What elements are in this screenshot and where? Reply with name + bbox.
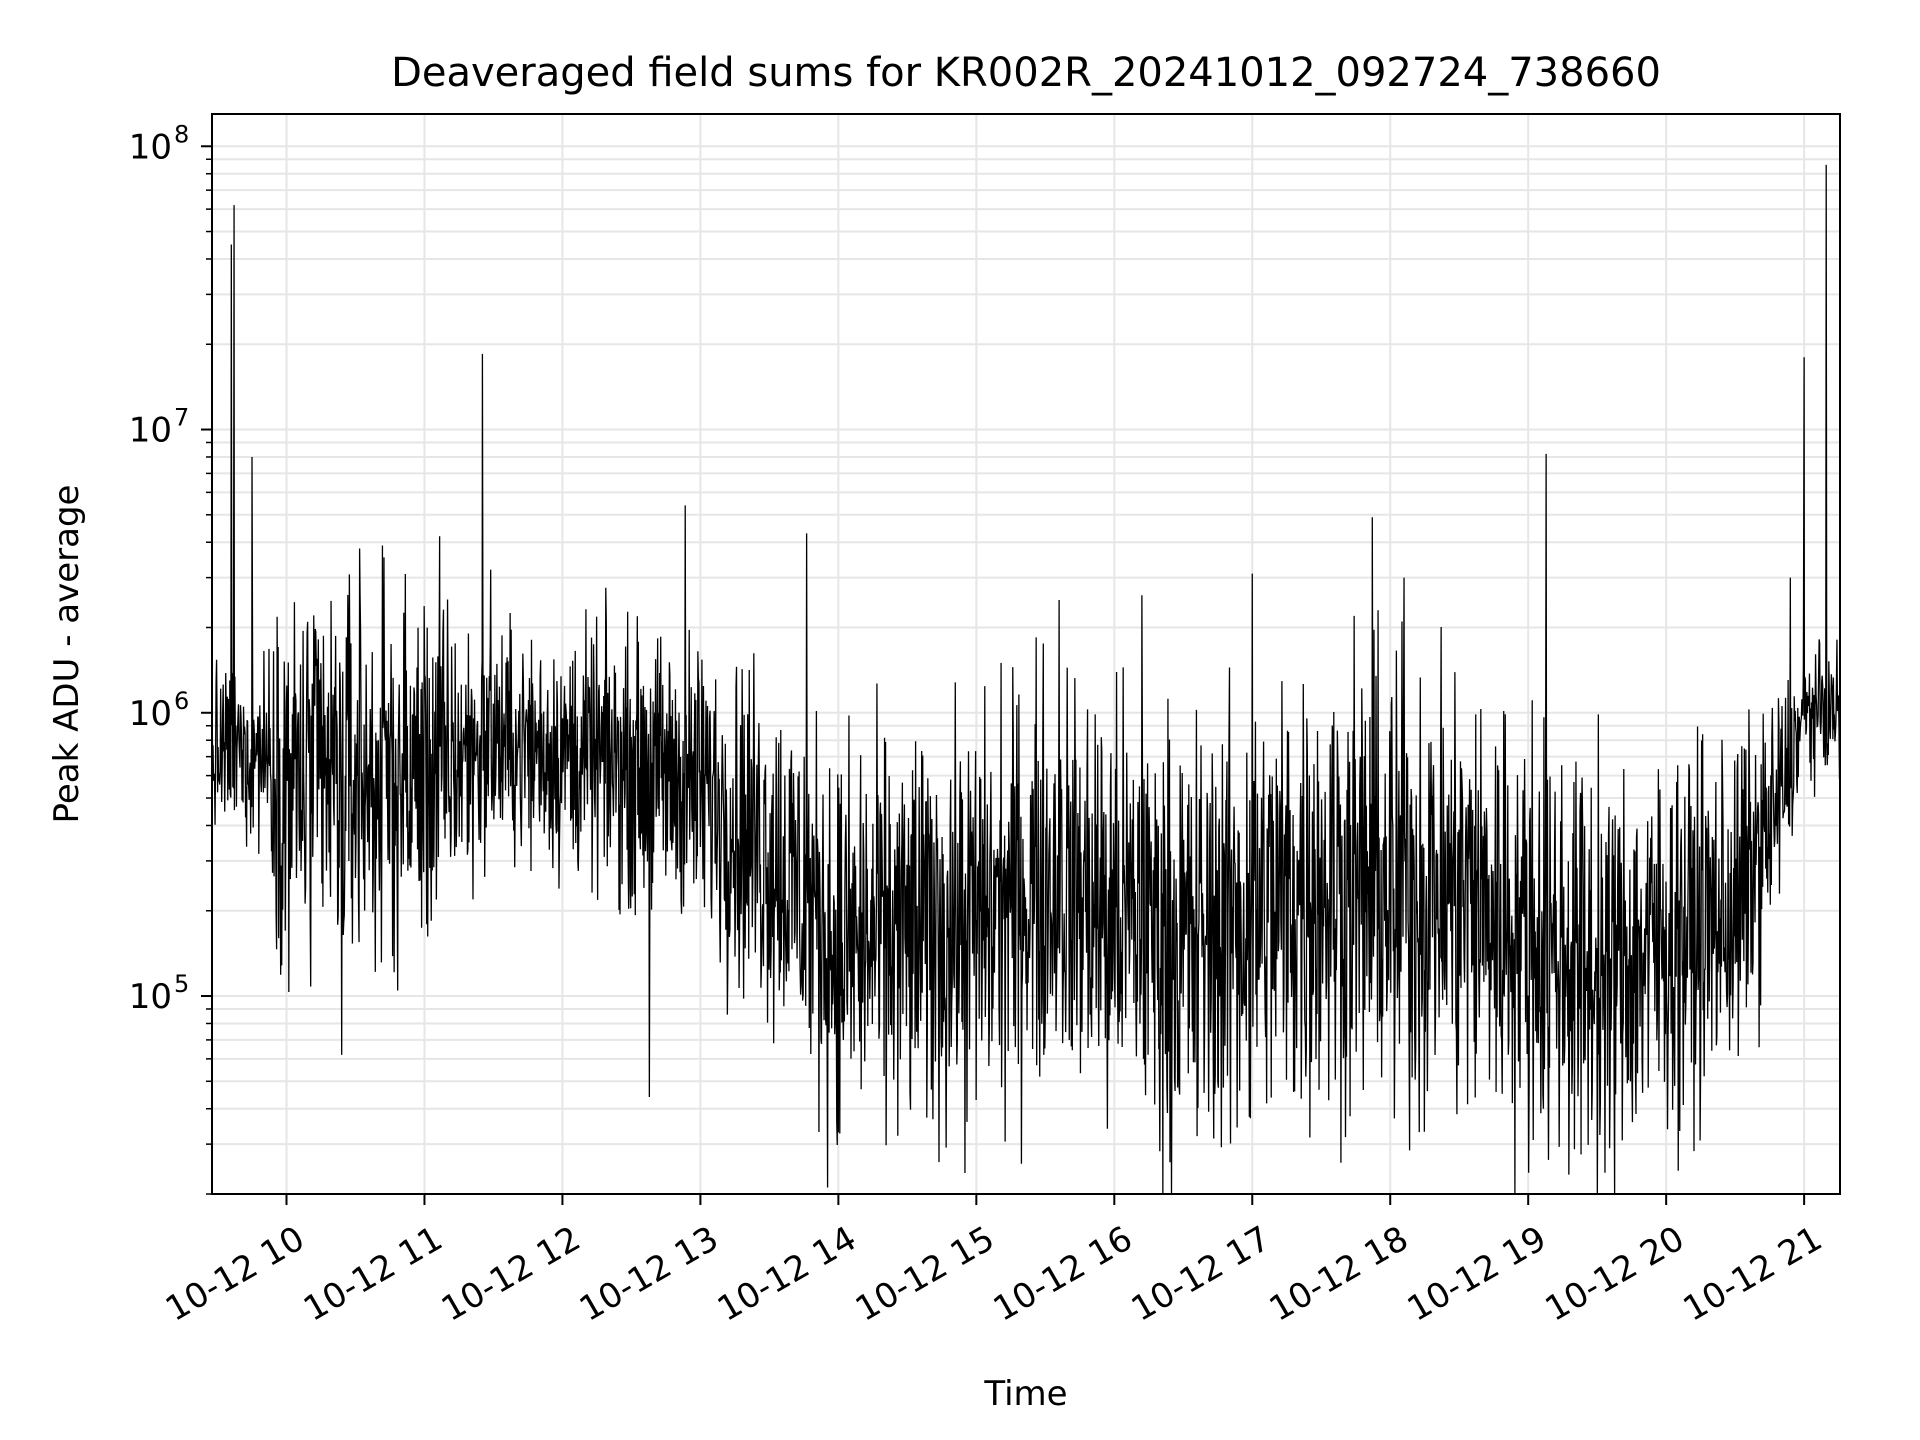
x-tick-label: 10-12 19 [1401,1219,1553,1330]
x-tick-label: 10-12 12 [435,1219,587,1330]
plot-frame [211,113,1841,1195]
x-axis-label: Time [983,1374,1067,1414]
chart-title: Deaveraged field sums for KR002R_2024101… [391,50,1661,96]
x-tick-label: 10-12 15 [849,1219,1001,1330]
x-tick-label: 10-12 13 [573,1219,725,1330]
x-tick-label: 10-12 21 [1677,1219,1829,1330]
y-tick-label-exponent: 6 [174,687,189,715]
x-tick-label: 10-12 11 [297,1219,449,1330]
y-tick-label-exponent: 5 [174,970,189,998]
y-tick-label-exponent: 7 [174,404,189,432]
y-tick-label: 10 [129,411,172,451]
grid-major [212,114,1840,1194]
y-axis-label: Peak ADU - average [47,485,87,824]
series-path [211,164,1841,1195]
x-tick-label: 10-12 18 [1263,1219,1415,1330]
x-tick-label: 10-12 16 [987,1219,1139,1330]
x-tick-label: 10-12 17 [1125,1219,1277,1330]
grid-minor [212,158,1840,1195]
y-tick-label-exponent: 8 [174,120,189,148]
series-line [211,164,1841,1195]
y-tick-label: 10 [129,977,172,1017]
x-tick-label: 10-12 10 [159,1219,311,1330]
y-tick-label: 10 [129,694,172,734]
x-tick-label: 10-12 14 [711,1219,863,1330]
y-tick-label: 10 [129,127,172,167]
x-tick-label: 10-12 20 [1539,1219,1691,1330]
